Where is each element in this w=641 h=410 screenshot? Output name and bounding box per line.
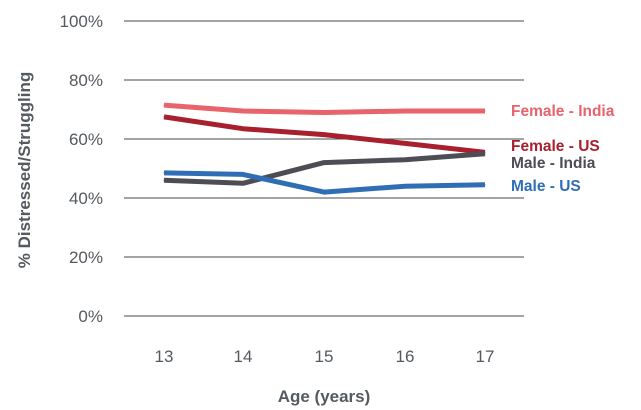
x-tick-label: 17 [476,347,495,366]
y-tick-label: 60% [69,130,103,149]
data-point [242,173,244,175]
series-label: Male - US [511,178,581,195]
x-axis-ticks: 13 14 15 16 17 [155,347,495,366]
x-axis-title: Age (years) [278,387,371,406]
series-line-male-india [163,151,486,186]
data-point [484,184,486,186]
y-tick-label: 100% [60,12,103,31]
gridlines [124,20,524,317]
data-point [484,153,486,155]
data-point [323,111,325,113]
series-label: Male - India [511,155,596,172]
data-point [242,110,244,112]
data-point [484,110,486,112]
data-point [323,134,325,136]
y-tick-label: 40% [69,189,103,208]
data-point [242,128,244,130]
data-point [163,172,165,174]
data-point [404,110,406,112]
series-line-female-india [163,102,485,115]
data-point [404,142,406,144]
data-point [323,162,325,164]
data-point [163,116,165,118]
data-point [242,182,244,184]
x-tick-label: 13 [155,347,174,366]
series-label: Female - US [511,138,600,155]
series-lines [163,102,486,195]
y-tick-label: 20% [69,248,103,267]
data-point [323,191,325,193]
x-tick-label: 14 [234,347,253,366]
y-tick-label: 80% [69,71,103,90]
data-point [163,179,165,181]
data-point [404,185,406,187]
y-axis-title: % Distressed/Struggling [15,72,34,268]
series-line-female-us [163,114,486,155]
x-tick-label: 15 [315,347,334,366]
series-label: Female - India [511,103,615,120]
x-tick-label: 16 [396,347,415,366]
y-axis-ticks: 0% 20% 40% 60% 80% 100% [60,12,103,326]
y-tick-label: 0% [78,307,103,326]
data-point [404,159,406,161]
data-point [163,104,165,106]
